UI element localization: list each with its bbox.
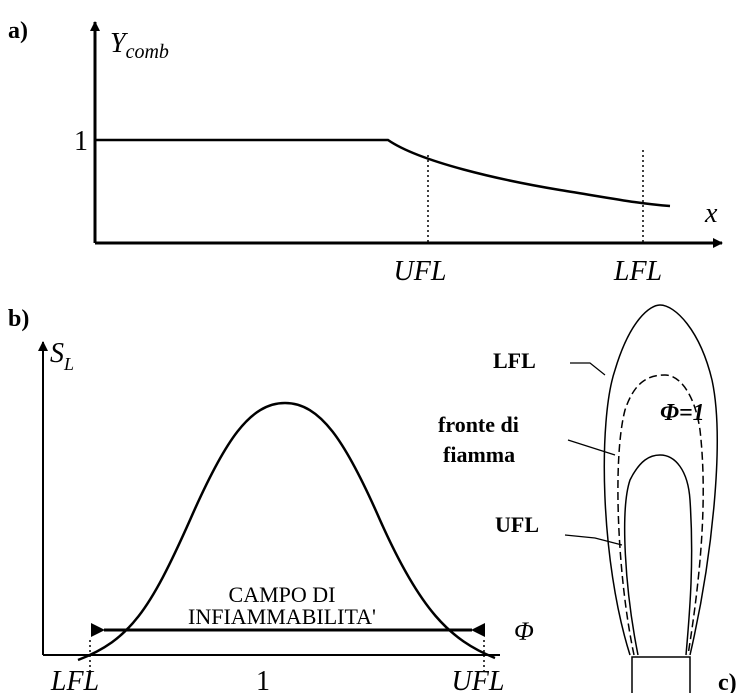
- x-label: UFL: [452, 666, 505, 693]
- leader: [565, 535, 622, 545]
- curve: [95, 140, 670, 206]
- lfl-curve: [604, 305, 717, 655]
- marker-label: UFL: [394, 256, 447, 287]
- x-label: 1: [256, 666, 270, 693]
- ufl-curve: [625, 455, 692, 655]
- panel-a: a) Ycomb 1 x UFL LFL: [8, 18, 722, 287]
- figure: a) Ycomb 1 x UFL LFL b) SL Φ CAMPO DI IN…: [0, 0, 739, 693]
- x-label: LFL: [50, 666, 99, 693]
- curve-label: UFL: [495, 512, 539, 537]
- range-label: INFIAMMABILITA': [188, 604, 376, 629]
- leader: [570, 363, 605, 375]
- x-axis-label: x: [704, 198, 718, 229]
- y-axis-label: Ycomb: [110, 28, 169, 63]
- panel-b: b) SL Φ CAMPO DI INFIAMMABILITA' LFL 1 U…: [8, 306, 534, 693]
- panel-label: a): [8, 18, 28, 44]
- stoich-label: Φ=1: [660, 400, 705, 426]
- x-axis-label: Φ: [514, 617, 534, 646]
- burner: [632, 657, 690, 693]
- marker-label: LFL: [613, 256, 662, 287]
- panel-label: b): [8, 306, 29, 332]
- leader: [568, 440, 615, 455]
- curve-label: LFL: [493, 348, 536, 373]
- panel-label: c): [718, 670, 737, 693]
- y-axis-label: SL: [50, 338, 74, 374]
- front-label: fiamma: [443, 442, 515, 467]
- y-tick: 1: [74, 126, 88, 157]
- front-label: fronte di: [438, 412, 519, 437]
- panel-c: LFL fronte di fiamma Φ=1 UFL c): [438, 305, 737, 693]
